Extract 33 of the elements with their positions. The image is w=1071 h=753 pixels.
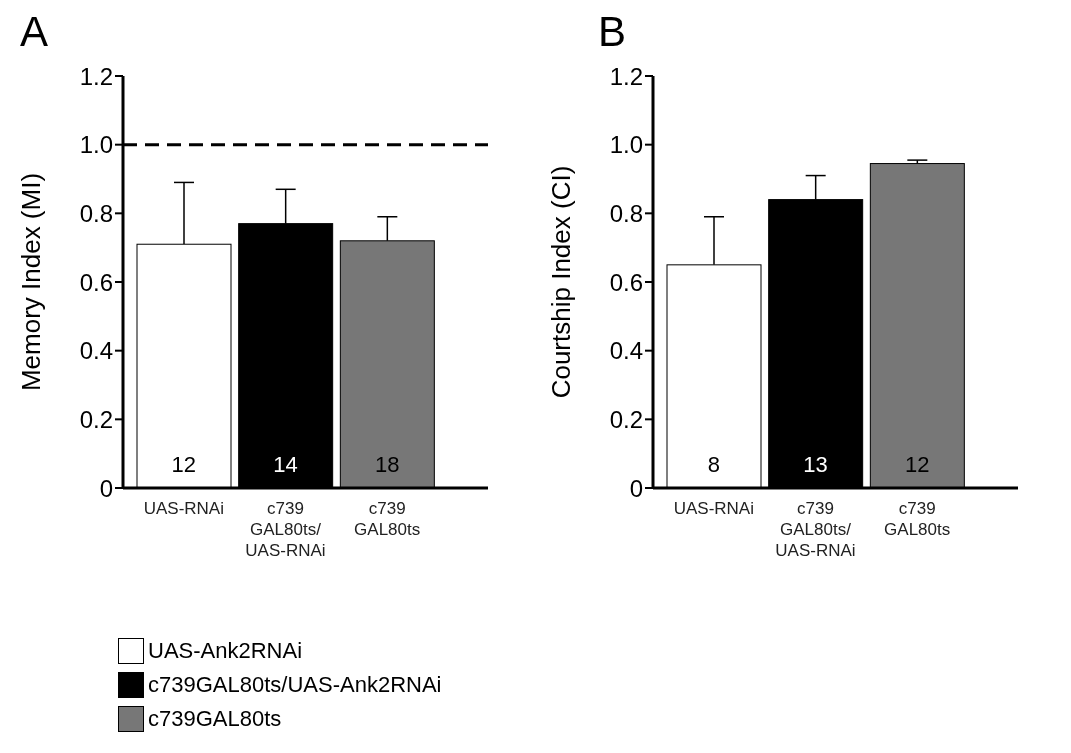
- y-tick-label: 1.2: [79, 62, 113, 90]
- legend-label: c739GAL80ts: [148, 706, 282, 732]
- x-tick-label: c739 GAL80ts: [884, 499, 951, 539]
- y-tick-label: 0.6: [79, 268, 113, 296]
- y-tick-label: 0.2: [79, 405, 113, 433]
- annotation: 12: [904, 451, 930, 477]
- y-tick-label: 0.4: [609, 337, 643, 365]
- annotation: 13: [803, 451, 828, 477]
- chart-title: B: [598, 8, 627, 56]
- y-axis-title: Memory Index (MI): [16, 172, 47, 392]
- y-tick-label: 0.6: [609, 268, 643, 296]
- y-tick-label: 0.2: [609, 405, 643, 433]
- x-tick-label: UAS-RNAi: [143, 499, 224, 518]
- y-tick-label: 0: [99, 474, 113, 502]
- annotation: 18: [374, 451, 400, 477]
- y-tick-label: 0: [629, 474, 643, 502]
- legend-label: UAS-Ank2RNAi: [148, 638, 303, 664]
- y-tick-label: 0.8: [609, 199, 643, 227]
- y-tick-label: 0.4: [79, 337, 113, 365]
- x-tick-label: c739 GAL80ts/ UAS-RNAi: [775, 499, 856, 560]
- x-tick-label: c739 GAL80ts/ UAS-RNAi: [245, 499, 326, 560]
- annotation: 14: [273, 451, 298, 477]
- x-tick-label: UAS-RNAi: [673, 499, 754, 518]
- chart-title: A: [20, 8, 49, 56]
- x-tick-label: c739 GAL80ts: [354, 499, 421, 539]
- annotation: 12: [171, 451, 197, 477]
- legend-label: c739GAL80ts/UAS-Ank2RNAi: [148, 672, 442, 698]
- y-tick-label: 1.2: [609, 62, 643, 90]
- y-axis-title: Courtship Index (CI): [546, 165, 577, 399]
- y-tick-label: 1.0: [609, 131, 643, 159]
- y-tick-label: 0.8: [79, 199, 113, 227]
- annotation: 8: [707, 451, 720, 477]
- y-tick-label: 1.0: [79, 131, 113, 159]
